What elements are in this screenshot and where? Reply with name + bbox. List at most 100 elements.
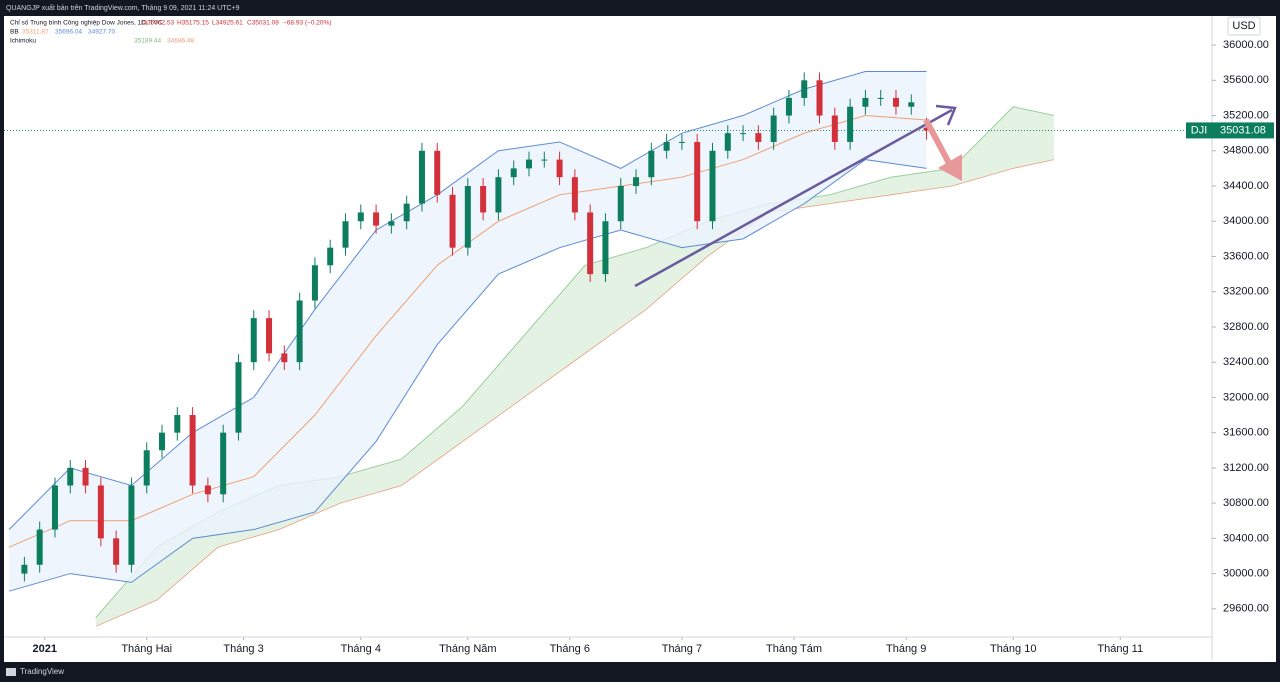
candle-body [571,177,578,213]
candle-body [113,538,120,565]
candle-body [373,212,380,226]
publisher: QUANGJP xuất bản trên TradingView.com, T… [6,3,240,12]
candle-body [235,362,242,433]
candle-body [281,353,288,363]
candle-body [908,102,915,107]
x-tick-label: Tháng 6 [550,643,590,655]
x-tick-label: Tháng 3 [223,643,263,655]
y-tick-label: 34000.00 [1223,215,1269,227]
candle-body [51,485,58,530]
candle-body [785,97,792,116]
y-tick-label: 36000.00 [1223,39,1269,51]
candle-body [449,194,456,248]
instrument: Chỉ số Trung bình Công nghiệp Dow Jones,… [10,18,163,27]
y-tick-label: 29600.00 [1223,603,1269,615]
candle-body [755,133,762,142]
ichimoku-value: 34686.48 [167,38,194,45]
candle-body [128,485,135,565]
candle-body [250,318,257,363]
candle-body [724,133,731,151]
candle-body [434,150,441,195]
y-tick-label: 30000.00 [1223,567,1269,579]
bb-value: 35311.87 [22,29,49,36]
candle-body [694,141,701,222]
y-tick-label: 34400.00 [1223,180,1269,192]
bollinger-upper [8,70,927,530]
price-box [1212,122,1274,139]
y-tick-label: 32800.00 [1223,321,1269,333]
y-tick-label: 31600.00 [1223,427,1269,439]
ohlc-low: L34925.61 [212,20,243,27]
candle-body [617,186,624,222]
chart-panel [4,16,1276,662]
candle-body [342,221,349,248]
symbol-box [1186,122,1212,139]
candle-body [418,150,425,204]
candle-body [892,97,899,107]
down-arrowhead [938,154,962,181]
x-tick-label: Tháng 9 [886,643,926,655]
trend-line [634,108,953,288]
candle-body [36,529,43,565]
candle-body [159,432,166,451]
candle-body [204,485,211,495]
ohlc-close: C35031.08 [247,20,279,27]
candle-body [67,467,74,486]
y-tick-label: 30800.00 [1223,497,1269,509]
x-tick-label: Tháng Năm [439,643,496,655]
candle-body [220,432,227,495]
y-tick-label: 32000.00 [1223,391,1269,403]
candle-body [816,80,823,116]
candle-body [847,106,854,142]
ohlc-open: O35062.53 [142,20,175,27]
ohlc-change: −68.93 (−0.20%) [283,20,331,27]
candle-body [464,186,471,248]
ichimoku-value: 35189.44 [134,38,161,45]
candle-body [403,203,410,222]
symbol: DJI [1191,124,1208,136]
brand: TradingView [20,667,64,676]
last-price-label: 35031.08 [1220,124,1266,136]
x-tick-label: Tháng Tám [766,643,822,655]
x-tick-label: Tháng 4 [341,643,381,655]
bb-value: 34927.70 [88,29,115,36]
candle-body [740,133,747,135]
candle-body [266,318,273,354]
candle-body [877,97,884,99]
candle-body [648,150,655,178]
y-tick-label: 35600.00 [1223,74,1269,86]
ohlc-high: H35175.15 [177,20,209,27]
ichimoku-label: Ichimoku [10,38,36,45]
candle-body [327,247,334,266]
candle-body [525,159,532,169]
down-arrow [923,118,953,167]
y-tick-label: 31200.00 [1223,462,1269,474]
y-tick-label: 34800.00 [1223,145,1269,157]
currency-button[interactable] [1227,16,1261,36]
candle-body [97,485,104,539]
candle-body [663,141,670,151]
bollinger-lower [8,159,927,592]
candle-body [541,159,548,161]
bb-value: 35696.04 [55,29,82,36]
candle-body [678,141,685,143]
candle-body [311,265,318,301]
plot-area [4,70,1212,627]
candle-body [174,415,181,433]
y-tick-label: 33200.00 [1223,286,1269,298]
candle-body [602,221,609,275]
candle-body [82,467,89,486]
candle-body [21,564,28,574]
y-tick-label: 30400.00 [1223,532,1269,544]
y-tick-label: 32400.00 [1223,356,1269,368]
ichimoku-cloud [95,106,1054,627]
candle-body [556,159,563,178]
candle-body [510,168,517,178]
currency[interactable]: USD [1232,20,1255,32]
candle-body [709,150,716,222]
ichimoku-span-b [95,159,1055,627]
candle-body [296,300,303,363]
candle-body [831,115,838,142]
